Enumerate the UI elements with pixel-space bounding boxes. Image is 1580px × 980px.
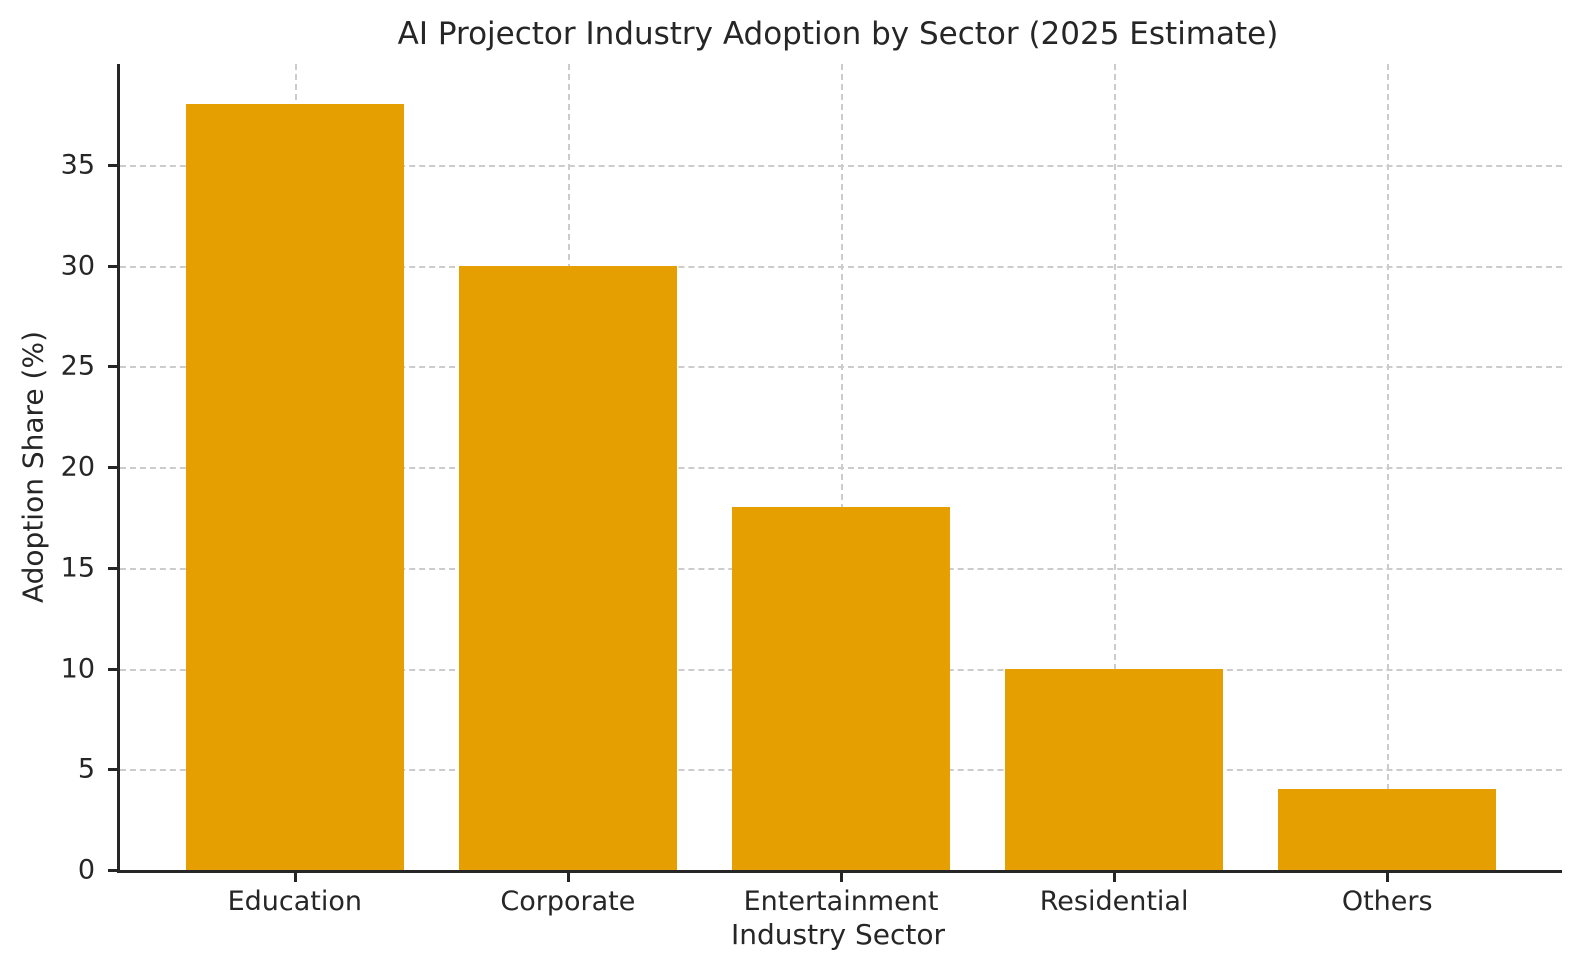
bar-residential — [1004, 668, 1224, 870]
y-tick-mark — [108, 869, 117, 872]
x-tick-mark — [1113, 873, 1117, 882]
x-tick-mark — [1386, 873, 1390, 882]
y-tick-label: 20 — [60, 451, 95, 483]
x-tick-mark — [293, 873, 297, 882]
y-tick-mark — [108, 365, 117, 369]
bar-entertainment — [731, 507, 951, 870]
bar-corporate — [458, 265, 678, 870]
y-tick-mark — [108, 163, 117, 167]
y-tick-label: 5 — [77, 753, 95, 785]
x-tick-label: Others — [1341, 886, 1433, 917]
x-tick-label: Entertainment — [743, 886, 939, 917]
y-tick-mark — [108, 768, 117, 772]
chart-title: AI Projector Industry Adoption by Sector… — [397, 16, 1279, 52]
horizontal-gridline — [120, 366, 1562, 369]
horizontal-gridline — [120, 164, 1562, 167]
horizontal-gridline — [120, 467, 1562, 469]
y-tick-label: 10 — [60, 653, 95, 684]
y-tick-mark — [108, 566, 117, 570]
y-tick-mark — [108, 264, 117, 268]
y-tick-label: 25 — [60, 350, 95, 382]
y-tick-label: 30 — [60, 250, 95, 281]
y-tick-label: 0 — [77, 854, 95, 886]
x-tick-label: Residential — [1039, 886, 1189, 917]
bar-education — [185, 104, 405, 870]
y-tick-mark — [108, 466, 117, 469]
bar-others — [1277, 789, 1497, 870]
x-tick-mark — [840, 873, 843, 882]
y-tick-mark — [108, 667, 117, 671]
y-tick-label: 15 — [60, 552, 95, 584]
x-axis-label: Industry Sector — [730, 918, 946, 951]
x-tick-label: Education — [227, 886, 362, 917]
x-tick-mark — [566, 873, 570, 882]
horizontal-gridline — [120, 265, 1562, 268]
y-tick-label: 35 — [60, 149, 95, 181]
plot-area: 0 5 10 15 20 25 30 35 Education Corporate Entertai… — [61, 64, 1562, 917]
x-tick-label: Corporate — [500, 886, 636, 917]
